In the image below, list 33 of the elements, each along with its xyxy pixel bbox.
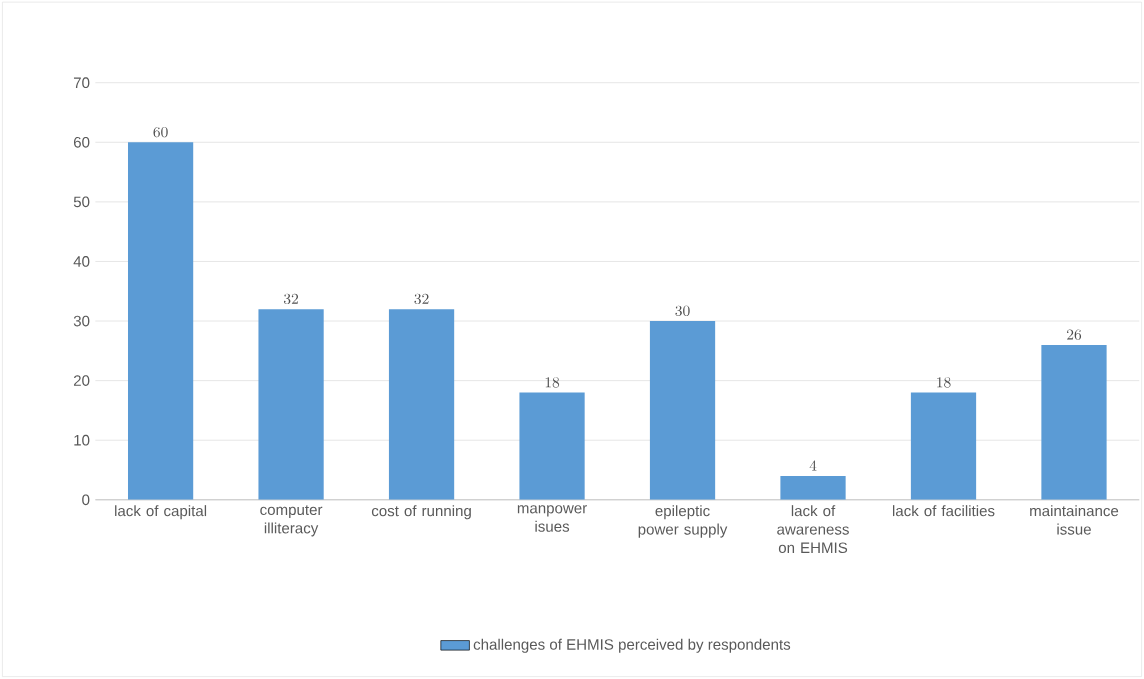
- data-label: 18: [545, 377, 560, 388]
- y-tick-label: 40: [73, 256, 90, 267]
- data-label: 30: [675, 305, 690, 317]
- x-tick-label: epileptic power supply: [638, 505, 728, 538]
- y-tick-label: 0: [82, 494, 90, 506]
- data-label: 32: [414, 293, 429, 305]
- x-tick-label: lack of facilities: [893, 505, 995, 517]
- data-label: 32: [283, 293, 299, 305]
- bar: [258, 309, 324, 500]
- y-tick-label: 70: [73, 77, 90, 89]
- x-tick-label: cost of running: [371, 505, 471, 520]
- legend-label: challenges of EHMIS perceived by respondents: [473, 638, 791, 653]
- data-label: 60: [153, 126, 168, 138]
- bar: [388, 309, 455, 500]
- x-tick-label: lack of awareness on EHMIS: [777, 505, 849, 554]
- x-tick-label: lack of capital: [115, 505, 207, 520]
- bar: [127, 142, 194, 500]
- y-tick-label: 20: [73, 375, 90, 386]
- bar: [649, 321, 716, 500]
- x-tick-label: manpower isues: [517, 505, 587, 532]
- data-label: 26: [1067, 329, 1082, 340]
- y-tick-label: 50: [73, 196, 90, 208]
- data-label: 4: [809, 460, 817, 471]
- data-label: 18: [937, 377, 951, 388]
- bar: [780, 475, 846, 500]
- x-tick-label: maintainance issue: [1030, 505, 1119, 535]
- x-tick-label: computer illiteracy: [260, 505, 323, 537]
- y-tick-label: 60: [73, 136, 90, 148]
- y-tick-label: 30: [73, 315, 90, 327]
- bar: [1041, 344, 1107, 500]
- bar: [519, 392, 585, 500]
- y-tick-label: 10: [74, 434, 90, 446]
- bar: [910, 392, 977, 500]
